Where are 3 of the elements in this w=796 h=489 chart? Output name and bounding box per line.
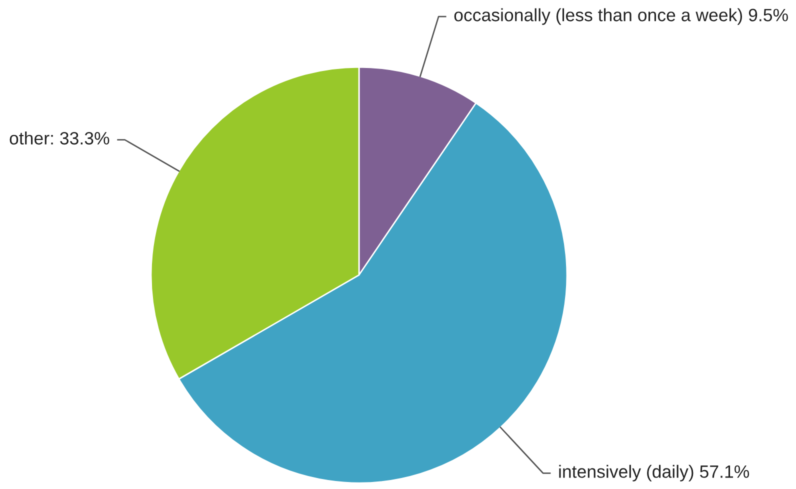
slice-label: other: 33.3% <box>10 132 110 145</box>
slice-label: intensively (daily) 57.1% <box>559 464 750 482</box>
slice-label: occasionally (less than once a week) 9.5% <box>454 8 788 25</box>
